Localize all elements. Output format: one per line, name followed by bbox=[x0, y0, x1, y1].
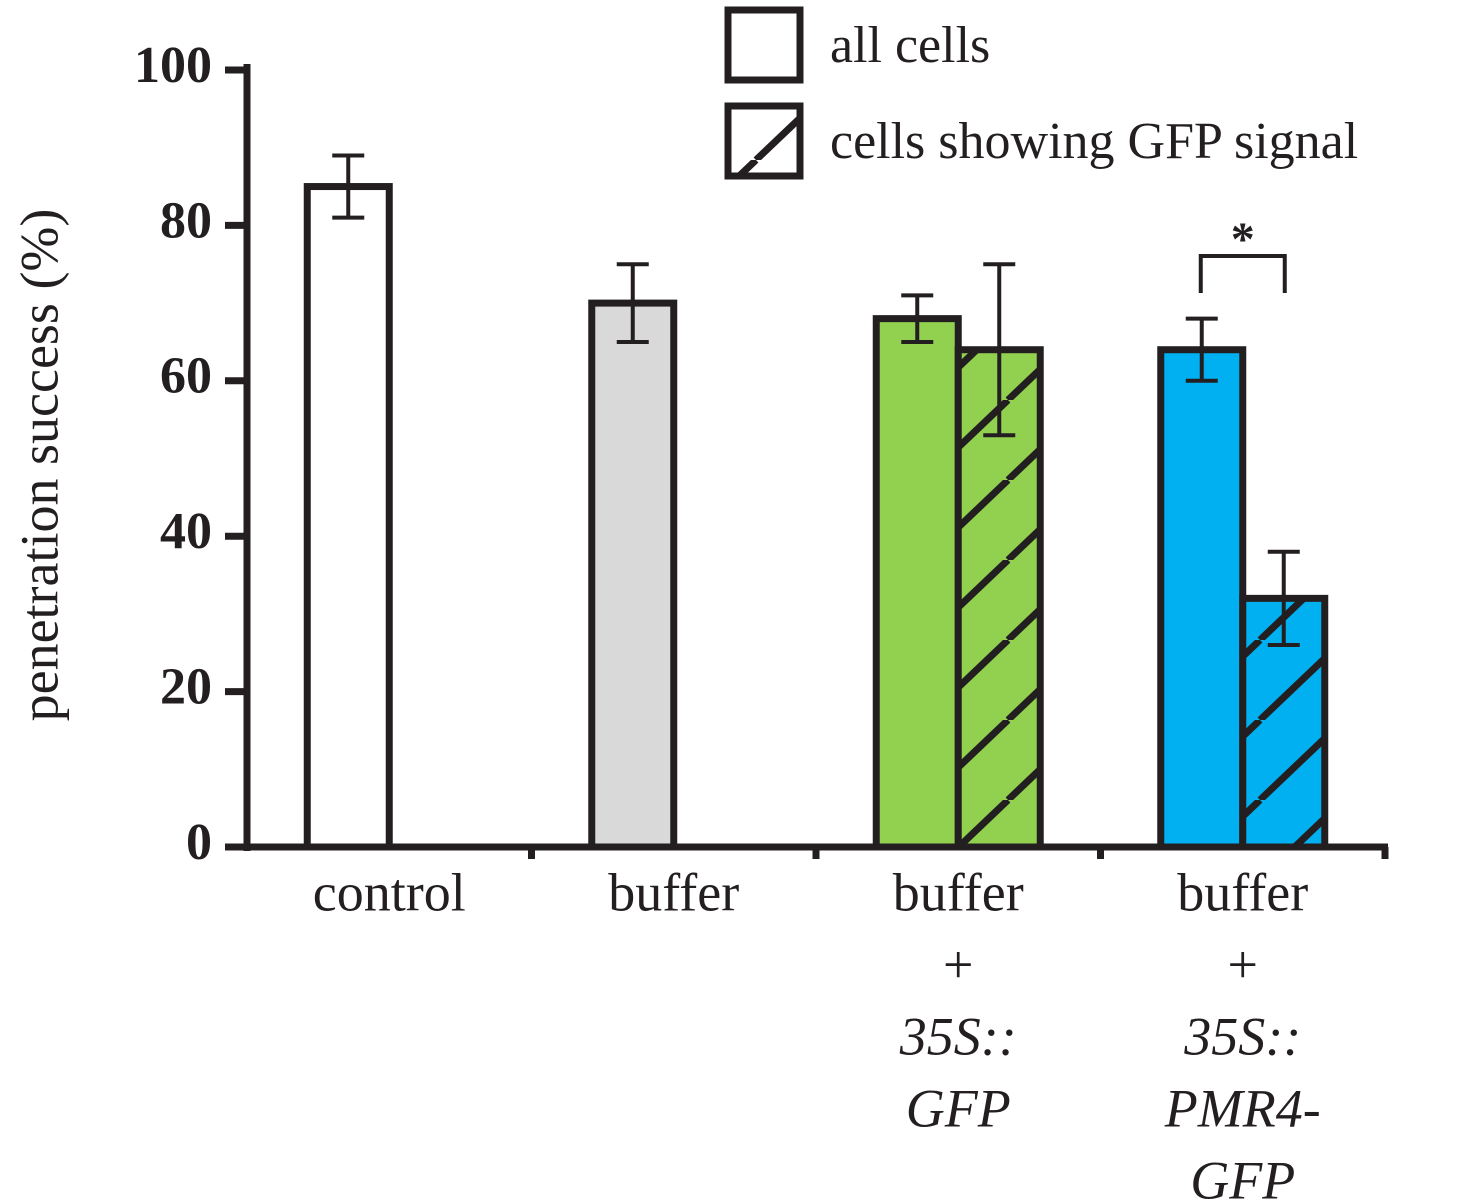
error-bar bbox=[332, 153, 365, 220]
y-tick-label: 20 bbox=[160, 659, 212, 716]
legend-label: cells showing GFP signal bbox=[830, 113, 1358, 170]
y-tick-label: 80 bbox=[160, 192, 212, 249]
error-bar bbox=[1267, 549, 1300, 647]
y-tick-label: 0 bbox=[186, 814, 212, 871]
legend-swatch-outline bbox=[724, 6, 804, 84]
x-tick-label: GFP bbox=[1190, 1150, 1295, 1200]
x-tick-label: 35S:: bbox=[1183, 1006, 1301, 1066]
bar bbox=[1160, 349, 1243, 847]
bar bbox=[591, 303, 674, 848]
x-tick-label: buffer bbox=[608, 862, 739, 922]
y-tick-label: 60 bbox=[160, 348, 212, 405]
error-bar bbox=[1185, 316, 1218, 383]
bar bbox=[876, 318, 959, 847]
x-tick-label: 35S:: bbox=[899, 1006, 1017, 1066]
bar bbox=[307, 186, 390, 848]
x-tick-label: PMR4- bbox=[1164, 1078, 1321, 1138]
legend-hatch bbox=[728, 106, 800, 176]
legend-swatch bbox=[728, 10, 800, 80]
x-tick-label: + bbox=[943, 934, 973, 994]
y-tick-label: 100 bbox=[134, 37, 212, 94]
x-tick-label: + bbox=[1228, 934, 1258, 994]
legend-swatch-outline bbox=[724, 102, 804, 180]
error-bar bbox=[616, 262, 649, 344]
y-axis-label: penetration success (%) bbox=[9, 209, 69, 722]
x-tick-label: buffer bbox=[893, 862, 1024, 922]
x-tick-label: GFP bbox=[906, 1078, 1011, 1138]
y-tick-label: 40 bbox=[160, 503, 212, 560]
significance-bracket bbox=[1198, 254, 1287, 293]
error-bar bbox=[901, 293, 934, 344]
legend-label: all cells bbox=[830, 17, 990, 74]
x-tick-label: control bbox=[313, 862, 466, 922]
x-tick-label: buffer bbox=[1177, 862, 1308, 922]
annotation: * bbox=[1231, 213, 1255, 266]
error-bar bbox=[983, 262, 1016, 438]
